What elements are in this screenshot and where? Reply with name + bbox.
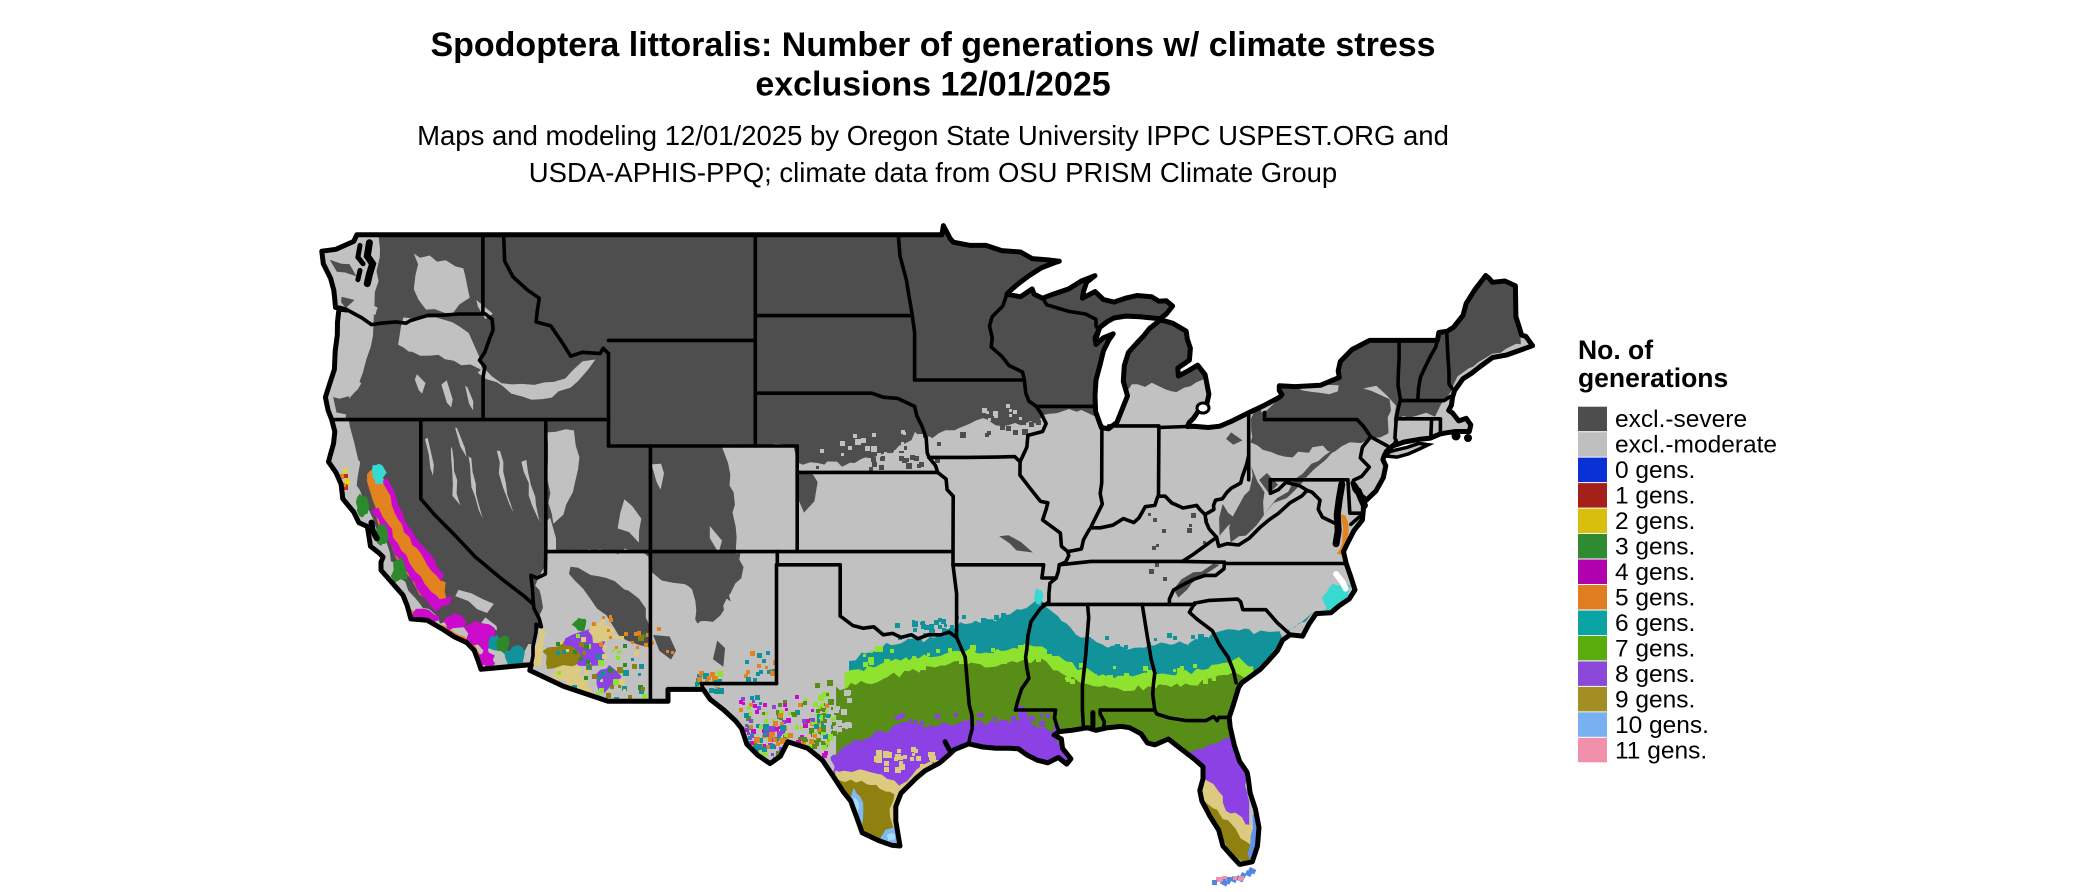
svg-text:10 gens.: 10 gens. [1615,712,1709,739]
svg-text:generations: generations [1578,363,1728,393]
svg-text:7 gens.: 7 gens. [1615,635,1695,662]
svg-text:No. of: No. of [1578,335,1653,365]
svg-text:11 gens.: 11 gens. [1615,737,1707,764]
svg-text:Maps and modeling 12/01/2025 b: Maps and modeling 12/01/2025 by Oregon S… [417,120,1449,151]
svg-text:1 gens.: 1 gens. [1615,483,1695,510]
svg-text:0 gens.: 0 gens. [1615,457,1695,484]
svg-text:9 gens.: 9 gens. [1615,686,1695,713]
svg-text:6 gens.: 6 gens. [1615,610,1695,637]
svg-text:excl.-moderate: excl.-moderate [1615,432,1777,459]
svg-text:4 gens.: 4 gens. [1615,559,1695,586]
svg-text:5 gens.: 5 gens. [1615,584,1695,611]
svg-text:8 gens.: 8 gens. [1615,661,1695,688]
svg-text:2 gens.: 2 gens. [1615,508,1695,535]
svg-text:Spodoptera littoralis: Number: Spodoptera littoralis: Number of generat… [430,26,1435,64]
svg-text:exclusions 12/01/2025: exclusions 12/01/2025 [755,66,1110,104]
svg-text:excl.-severe: excl.-severe [1615,406,1747,433]
svg-text:3 gens.: 3 gens. [1615,534,1695,561]
svg-text:USDA-APHIS-PPQ; climate data f: USDA-APHIS-PPQ; climate data from OSU PR… [529,157,1337,188]
